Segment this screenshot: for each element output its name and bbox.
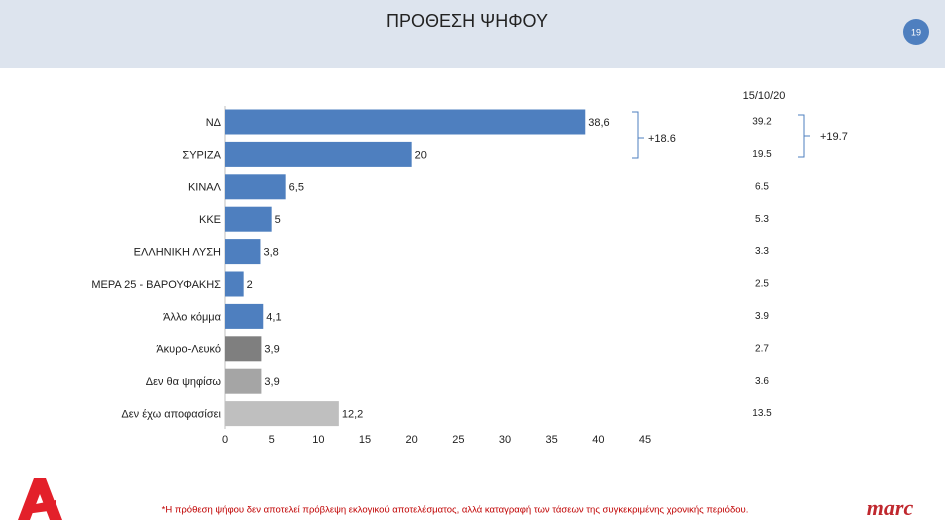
bar — [225, 368, 262, 394]
bar — [225, 401, 339, 427]
bar — [225, 239, 261, 265]
header-band — [0, 0, 945, 68]
x-tick-label: 0 — [222, 434, 228, 446]
comparison-value: 2.5 — [755, 279, 769, 290]
x-tick-label: 30 — [499, 434, 511, 446]
x-tick-label: 20 — [406, 434, 418, 446]
bar — [225, 271, 244, 297]
channel-logo — [18, 478, 62, 520]
value-label: 3,8 — [263, 247, 278, 259]
comparison-value: 13.5 — [752, 408, 772, 419]
comparison-value: 19.5 — [752, 149, 772, 160]
bar — [225, 109, 586, 135]
brand-logo: marc — [867, 495, 914, 520]
comparison-value: 39.2 — [752, 117, 772, 128]
x-tick-label: 5 — [269, 434, 275, 446]
value-label: 3,9 — [264, 344, 279, 356]
comparison-date: 15/10/20 — [743, 90, 786, 102]
footnote: *Η πρόθεση ψήφου δεν αποτελεί πρόβλεψη ε… — [162, 505, 749, 516]
comparison-value: 3.6 — [755, 376, 769, 387]
category-label: Δεν θα ψηφίσω — [146, 376, 222, 388]
category-label: Δεν έχω αποφασίσει — [121, 409, 221, 421]
category-label: Άλλο κόμμα — [163, 311, 222, 323]
category-label: ΕΛΛΗΝΙΚΗ ΛΥΣΗ — [134, 247, 221, 259]
annotation: +18.6 — [648, 133, 676, 145]
comparison-value: 6.5 — [755, 181, 769, 192]
x-tick-label: 10 — [312, 434, 324, 446]
x-tick-label: 25 — [452, 434, 464, 446]
category-label: Άκυρο-Λευκό — [156, 344, 221, 356]
value-label: 20 — [415, 149, 427, 161]
page-badge — [903, 19, 929, 45]
x-tick-label: 35 — [546, 434, 558, 446]
bar — [225, 206, 272, 232]
category-label: ΣΥΡΙΖΑ — [182, 149, 221, 161]
bar — [225, 141, 412, 167]
category-label: ΚΚΕ — [199, 214, 221, 226]
comparison-value: 2.7 — [755, 343, 769, 354]
category-label: ΜΕΡΑ 25 - ΒΑΡΟΥΦΑΚΗΣ — [91, 279, 221, 291]
category-label: ΚΙΝΑΛ — [188, 182, 222, 194]
comparison-value: 3.3 — [755, 246, 769, 257]
value-label: 3,9 — [264, 376, 279, 388]
value-label: 38,6 — [588, 117, 609, 129]
comparison-value: 3.9 — [755, 311, 769, 322]
value-label: 12,2 — [342, 409, 363, 421]
x-tick-label: 15 — [359, 434, 371, 446]
slide-title: ΠΡΟΘΕΣΗ ΨΗΦΟΥ — [386, 11, 548, 31]
annotation: +19.7 — [820, 131, 848, 143]
value-label: 6,5 — [289, 182, 304, 194]
category-label: ΝΔ — [206, 117, 222, 129]
value-label: 5 — [275, 214, 281, 226]
bar — [225, 174, 286, 200]
x-tick-label: 45 — [639, 434, 651, 446]
page-number: 19 — [911, 27, 921, 37]
bar — [225, 303, 264, 329]
bracket — [798, 114, 810, 158]
bar — [225, 336, 262, 362]
x-tick-label: 40 — [592, 434, 604, 446]
bracket — [632, 111, 644, 159]
comparison-value: 5.3 — [755, 214, 769, 225]
value-label: 4,1 — [266, 311, 281, 323]
value-label: 2 — [247, 279, 253, 291]
